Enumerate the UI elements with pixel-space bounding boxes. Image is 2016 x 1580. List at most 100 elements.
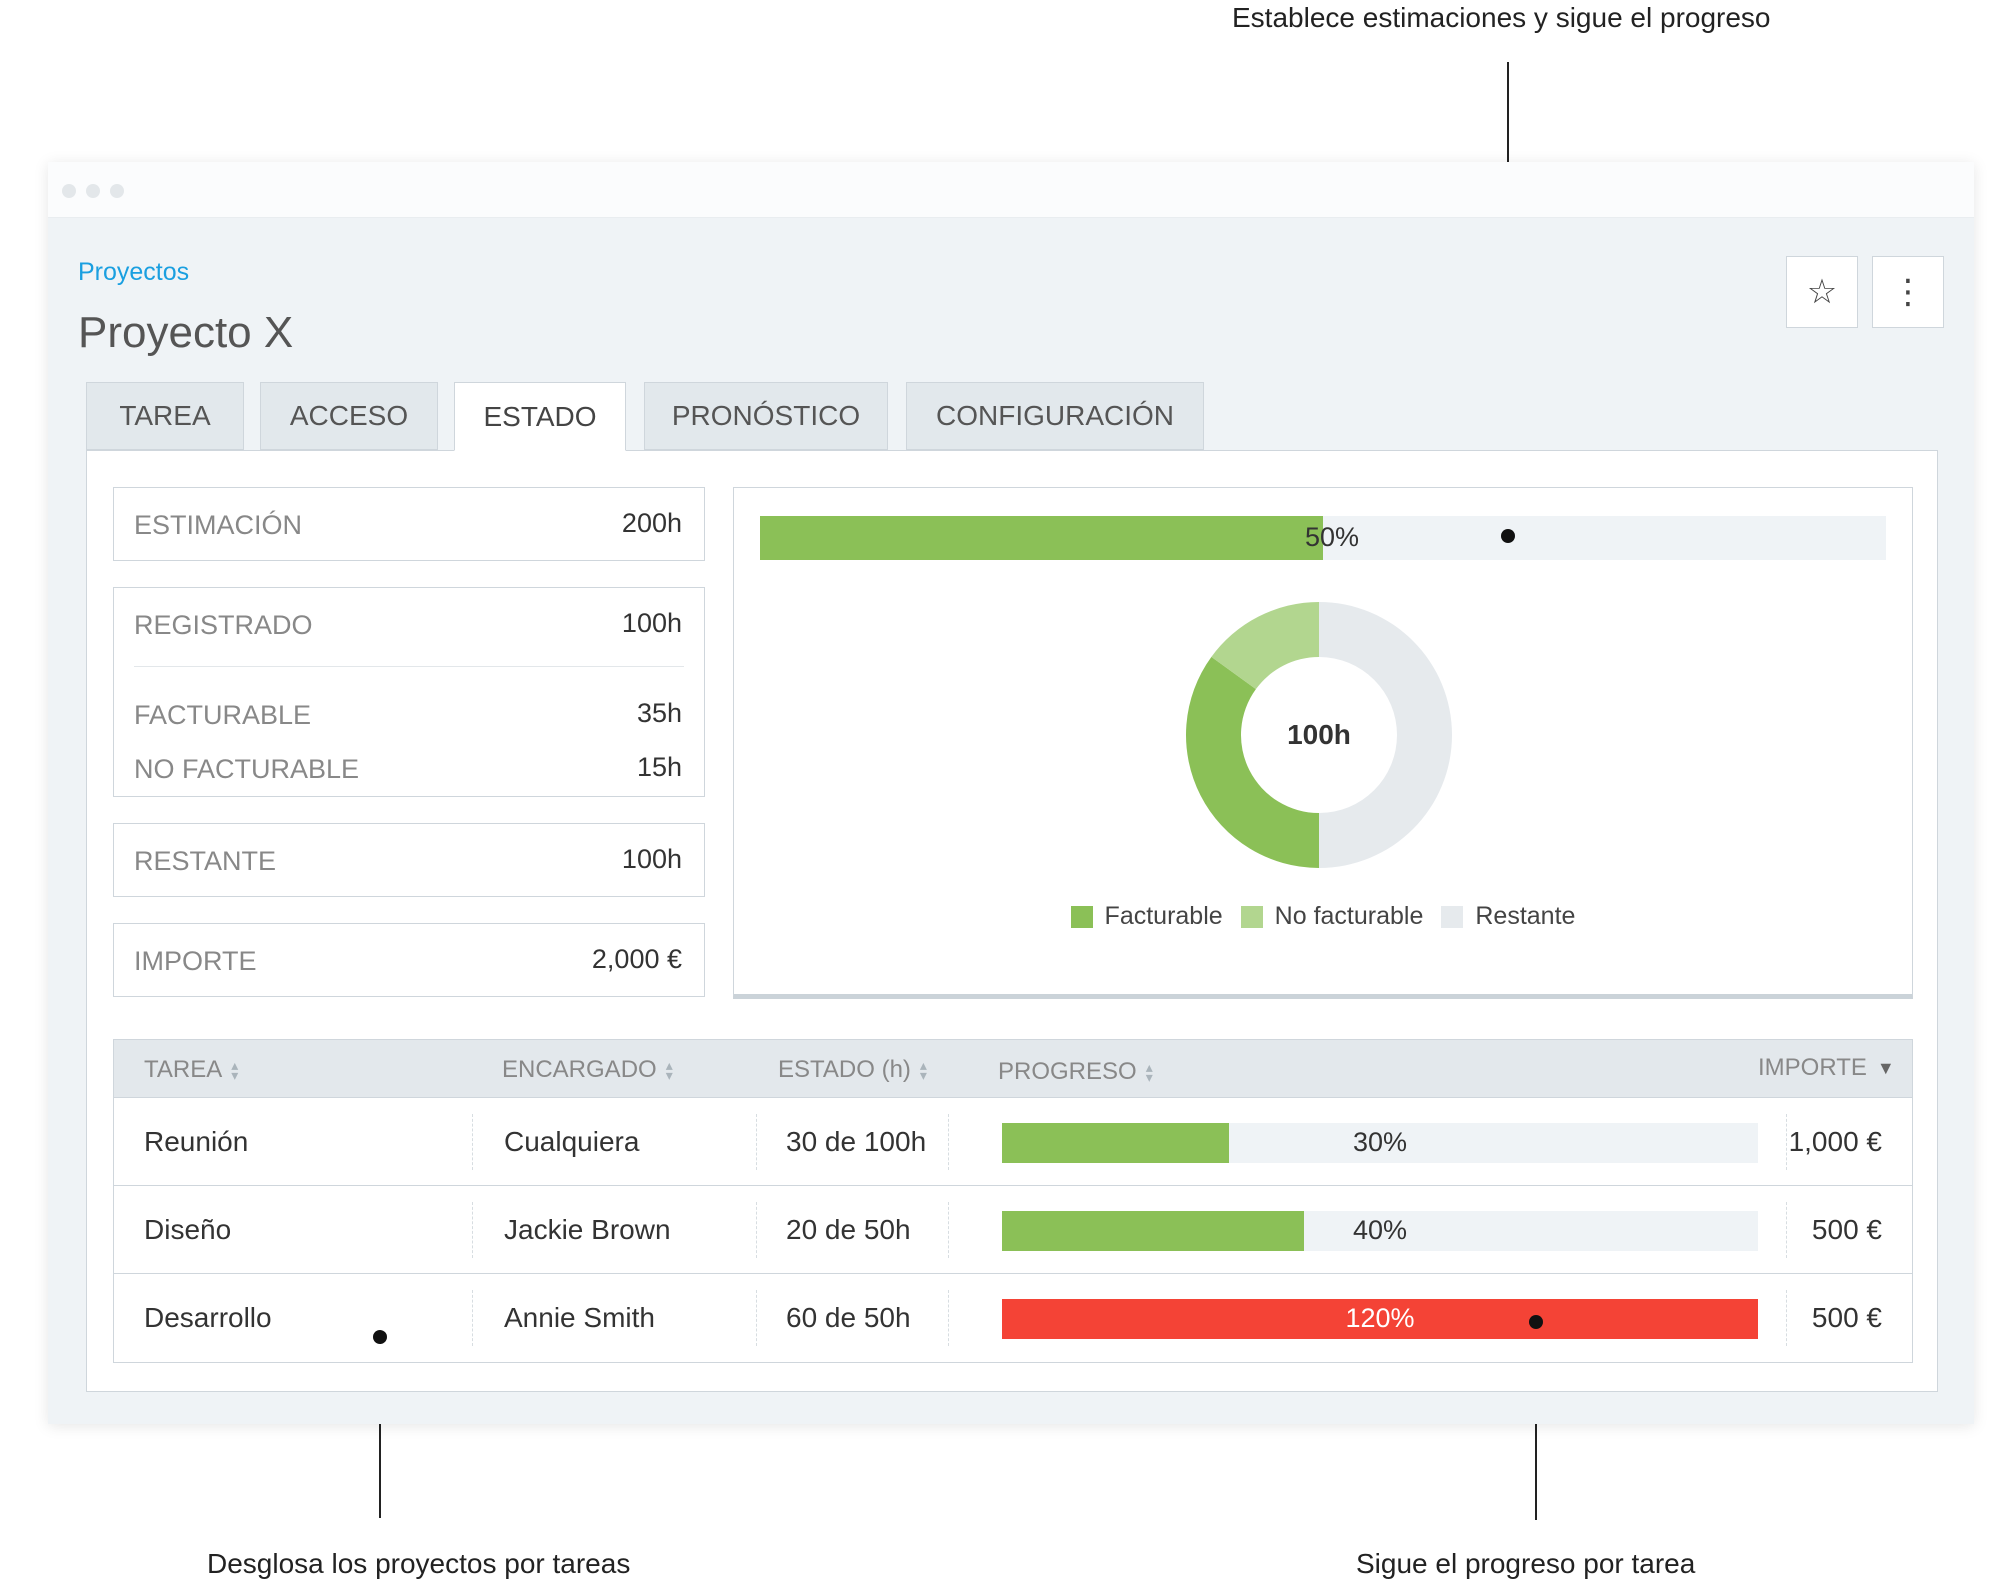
- tab-configuracion[interactable]: CONFIGURACIÓN: [906, 382, 1204, 450]
- donut-slice-no-facturable: [1211, 602, 1319, 690]
- tab-label: ESTADO: [483, 400, 597, 432]
- table-row[interactable]: Reunión Cualquiera 30 de 100h 30% 1,000 …: [114, 1098, 1912, 1186]
- legend-item-facturable: Facturable: [1070, 902, 1223, 931]
- cell-divider: [948, 1202, 949, 1258]
- column-header-importe[interactable]: IMPORTE ▼: [1758, 1054, 1895, 1082]
- non-billable-label: NO FACTURABLE: [134, 754, 360, 784]
- cell-divider: [472, 1114, 473, 1170]
- window-dot-minimize[interactable]: [86, 184, 100, 198]
- task-progress-label: 40%: [1352, 1215, 1408, 1245]
- cell-status: 30 de 100h: [786, 1126, 927, 1157]
- table-row[interactable]: Desarrollo Annie Smith 60 de 50h 120% 50…: [114, 1274, 1912, 1362]
- annotation-top-dot: [1501, 529, 1515, 543]
- column-header-label: IMPORTE: [1758, 1054, 1867, 1081]
- cell-amount: 1,000 €: [1788, 1126, 1882, 1157]
- sort-icon: ▴ ▾: [231, 1057, 239, 1083]
- donut-slice-restante: [1319, 602, 1452, 868]
- sort-icon: ▴ ▾: [1145, 1059, 1153, 1085]
- overall-progress-bar: 50%: [760, 516, 1886, 560]
- tab-label: ACCESO: [289, 400, 409, 431]
- remaining-value: 100h: [621, 844, 682, 874]
- cell-divider: [756, 1290, 757, 1346]
- time-donut-chart: [1186, 602, 1452, 868]
- page-title: Proyecto X: [78, 308, 294, 357]
- column-header-label: TAREA: [144, 1056, 223, 1083]
- tab-tarea[interactable]: TAREA: [86, 382, 244, 450]
- annotation-bottom-left-dot: [373, 1330, 387, 1344]
- column-header-progreso[interactable]: PROGRESO ▴ ▾: [998, 1058, 1153, 1086]
- legend-label: Restante: [1475, 902, 1576, 930]
- favorite-button[interactable]: ☆: [1786, 256, 1858, 328]
- amount-box: IMPORTE 2,000 €: [113, 923, 705, 997]
- cell-divider: [472, 1290, 473, 1346]
- tab-pronostico[interactable]: PRONÓSTICO: [644, 382, 888, 450]
- annotation-bottom-right-dot: [1529, 1315, 1543, 1329]
- logged-box: REGISTRADO 100h FACTURABLE 35h NO FACTUR…: [113, 587, 705, 797]
- legend-swatch: [1240, 905, 1263, 928]
- task-progress-label: 30%: [1352, 1127, 1408, 1157]
- amount-label: IMPORTE: [134, 946, 257, 976]
- sort-icon: ▴ ▾: [919, 1057, 927, 1083]
- non-billable-value: 15h: [636, 752, 682, 782]
- star-icon: ☆: [1806, 273, 1838, 311]
- remaining-label: RESTANTE: [134, 846, 277, 876]
- task-table: TAREA ▴ ▾ ENCARGADO ▴ ▾ ESTADO (h) ▴ ▾ PROG…: [113, 1039, 1913, 1363]
- column-header-estado[interactable]: ESTADO (h) ▴ ▾: [778, 1056, 927, 1084]
- tab-label: PRONÓSTICO: [671, 400, 861, 431]
- cell-assignee: Jackie Brown: [504, 1214, 671, 1245]
- chart-legend: Facturable No facturable Restante: [734, 902, 1912, 931]
- cell-task: Reunión: [144, 1126, 249, 1157]
- window-titlebar: [48, 162, 1974, 218]
- estimate-box: ESTIMACIÓN 200h: [113, 487, 705, 561]
- cell-amount: 500 €: [1811, 1214, 1882, 1245]
- remaining-box: RESTANTE 100h: [113, 823, 705, 897]
- cell-divider: [948, 1290, 949, 1346]
- app-window: Proyectos Proyecto X ☆ ⋮ TAREA ACCESO ES…: [48, 162, 1974, 1424]
- column-header-label: ESTADO (h): [778, 1056, 911, 1083]
- sort-descending-icon: ▼: [1876, 1057, 1895, 1078]
- column-header-encargado[interactable]: ENCARGADO ▴ ▾: [502, 1056, 673, 1084]
- annotation-top: Establece estimaciones y sigue el progre…: [1232, 2, 1771, 33]
- cell-divider: [1786, 1202, 1787, 1258]
- legend-label: No facturable: [1274, 902, 1424, 930]
- table-row[interactable]: Diseño Jackie Brown 20 de 50h 40% 500 €: [114, 1186, 1912, 1274]
- stat-divider: [134, 666, 684, 667]
- task-progress-label: 120%: [1345, 1303, 1415, 1333]
- window-dot-maximize[interactable]: [110, 184, 124, 198]
- annotation-bottom-left: Desglosa los proyectos por tareas: [207, 1548, 631, 1579]
- window-dot-close[interactable]: [62, 184, 76, 198]
- more-vertical-icon: ⋮: [1891, 273, 1925, 311]
- legend-swatch: [1070, 905, 1093, 928]
- status-panel: ESTIMACIÓN 200h REGISTRADO 100h FACTURAB…: [86, 450, 1938, 1392]
- breadcrumb-proyectos[interactable]: Proyectos: [78, 258, 190, 286]
- task-progress-bar: 30%: [1002, 1123, 1758, 1163]
- overall-progress-label: 50%: [1305, 522, 1360, 552]
- overall-progress-fill: [760, 516, 1323, 560]
- tab-label: TAREA: [119, 400, 211, 431]
- cell-divider: [472, 1202, 473, 1258]
- task-progress-fill: [1002, 1211, 1305, 1251]
- more-options-button[interactable]: ⋮: [1872, 256, 1944, 328]
- cell-divider: [756, 1114, 757, 1170]
- cell-task: Diseño: [144, 1214, 232, 1245]
- cell-assignee: Annie Smith: [504, 1302, 655, 1333]
- legend-item-no-facturable: No facturable: [1240, 902, 1424, 931]
- task-progress-fill: [1002, 1123, 1229, 1163]
- annotation-bottom-right: Sigue el progreso por tarea: [1356, 1548, 1696, 1579]
- cell-status: 60 de 50h: [786, 1302, 911, 1333]
- tab-estado[interactable]: ESTADO: [454, 382, 626, 451]
- legend-label: Facturable: [1104, 902, 1223, 930]
- cell-assignee: Cualquiera: [504, 1126, 640, 1157]
- sort-icon: ▴ ▾: [665, 1057, 673, 1083]
- column-header-tarea[interactable]: TAREA ▴ ▾: [144, 1056, 238, 1084]
- cell-status: 20 de 50h: [786, 1214, 911, 1245]
- table-header: TAREA ▴ ▾ ENCARGADO ▴ ▾ ESTADO (h) ▴ ▾ PROG…: [114, 1040, 1912, 1098]
- donut-slice-facturable: [1186, 656, 1319, 868]
- donut-center-label: 100h: [1287, 719, 1351, 750]
- cell-divider: [1786, 1114, 1787, 1170]
- cell-divider: [756, 1202, 757, 1258]
- tab-label: CONFIGURACIÓN: [936, 400, 1174, 431]
- tab-acceso[interactable]: ACCESO: [260, 382, 438, 450]
- amount-value: 2,000 €: [591, 944, 682, 974]
- logged-value: 100h: [621, 608, 682, 638]
